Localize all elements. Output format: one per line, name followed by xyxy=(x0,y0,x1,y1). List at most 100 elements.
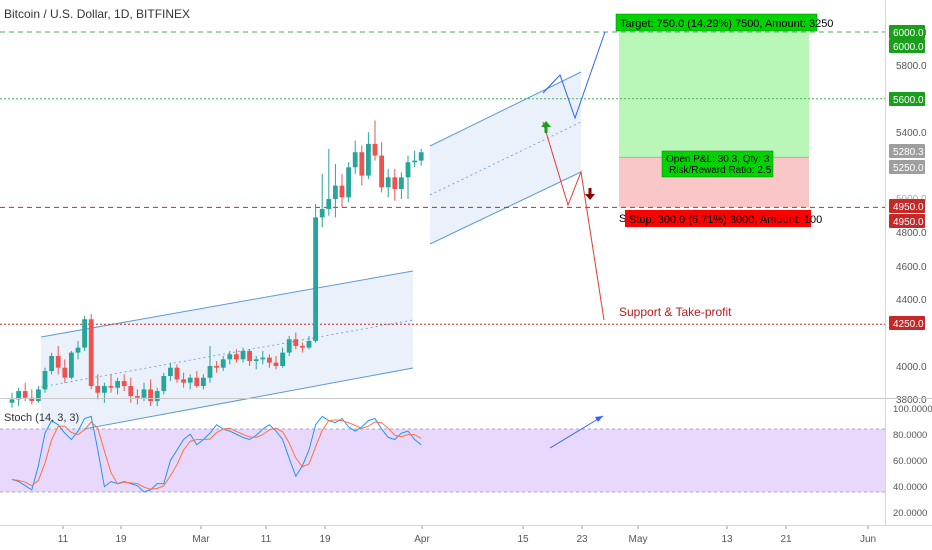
candle-body xyxy=(273,362,279,366)
stop-label: Stop: 300.0 (5.71%) 3000, Amount: 100 xyxy=(629,214,822,226)
candle-body xyxy=(418,152,424,161)
candle-body xyxy=(102,386,107,393)
candle-body xyxy=(359,152,365,176)
channel-layer xyxy=(40,71,582,438)
support-note: Support & Take-profit xyxy=(619,305,732,319)
candle-body xyxy=(69,352,74,378)
price-tick: 4800.0 xyxy=(896,228,927,239)
candle-body xyxy=(247,350,252,361)
stop-prefix: S xyxy=(619,213,626,225)
time-tick: 19 xyxy=(319,534,331,545)
candle-body xyxy=(260,357,266,360)
symbol-title[interactable]: Bitcoin / U.S. Dollar, 1D, BITFINEX xyxy=(4,7,190,21)
target-box xyxy=(615,13,818,32)
candle-body xyxy=(29,397,35,402)
price-badge xyxy=(889,92,925,106)
up-arrow-icon xyxy=(541,121,551,133)
time-tick: Mar xyxy=(192,534,210,545)
stoch-tick: 60.0000 xyxy=(893,456,927,467)
candle-body xyxy=(207,366,213,378)
candle-body xyxy=(214,366,219,368)
time-tick: 11 xyxy=(261,534,272,545)
candle-body xyxy=(22,391,28,398)
candle-body xyxy=(412,160,417,163)
candle-body xyxy=(115,381,120,388)
candles xyxy=(9,120,424,408)
candle-body xyxy=(36,389,41,402)
candle-body xyxy=(141,389,147,398)
candle-body xyxy=(82,319,87,348)
candle-body xyxy=(181,379,186,383)
stoch-k-line xyxy=(11,415,422,493)
candle-body xyxy=(154,391,160,402)
price-badge-text: 5600.0 xyxy=(893,95,924,106)
candle-body xyxy=(42,371,48,390)
candle-body xyxy=(346,167,351,198)
candle-body xyxy=(267,357,272,363)
price-badge-text: 5250.0 xyxy=(893,163,924,174)
lower-channel-bottom xyxy=(40,367,414,438)
price-badge-text: 5280.3 xyxy=(893,147,924,158)
down-arrow-icon xyxy=(585,188,595,200)
stoch-tick: 40.0000 xyxy=(893,482,927,493)
candle-body xyxy=(319,209,325,218)
candle-body xyxy=(128,386,134,397)
candle-body xyxy=(174,367,180,380)
candle-body xyxy=(286,339,292,353)
candle-body xyxy=(306,340,312,348)
candle-body xyxy=(399,177,404,189)
candle-body xyxy=(55,355,61,368)
price-badge xyxy=(889,160,925,174)
price-tick: 5800.0 xyxy=(896,61,927,72)
profit-zone xyxy=(619,32,809,158)
price-tick: 3800.0 xyxy=(896,395,927,406)
price-tick: 5400.0 xyxy=(896,128,927,139)
open-pnl-label: Open P&L: 30.3, Qty: 3 xyxy=(666,154,770,165)
candle-body xyxy=(187,377,193,383)
position-layer xyxy=(619,32,809,208)
bullish-projection xyxy=(542,31,606,120)
price-badge-text: 6000.0 xyxy=(893,28,924,39)
lower-channel-fill xyxy=(41,271,413,437)
candle-body xyxy=(366,143,371,176)
stop-box xyxy=(625,210,811,227)
price-tick: 4400.0 xyxy=(896,295,927,306)
candle-body xyxy=(9,399,15,403)
price-badge xyxy=(889,144,925,158)
time-tick: 21 xyxy=(780,534,792,545)
candle-body xyxy=(253,359,259,361)
price-badge-text: 4250.0 xyxy=(893,319,924,330)
candle-body xyxy=(168,367,173,377)
price-badge xyxy=(889,39,925,53)
candle-body xyxy=(379,155,384,188)
stochastic-pane xyxy=(0,415,885,493)
price-badge xyxy=(889,316,925,330)
candle-body xyxy=(16,391,21,400)
candle-body xyxy=(108,386,114,388)
candle-body xyxy=(352,152,358,168)
candle-body xyxy=(121,381,127,387)
candle-body xyxy=(300,345,305,348)
target-label: Target: 750.0 (14.29%) 7500, Amount: 325… xyxy=(620,18,833,30)
time-tick: 15 xyxy=(517,534,529,545)
stoch-arrow-icon xyxy=(595,416,603,422)
time-tick: Jun xyxy=(860,534,876,545)
candle-body xyxy=(161,376,167,392)
pnl-box xyxy=(661,150,774,178)
candle-body xyxy=(313,217,318,341)
candle-body xyxy=(385,177,391,188)
price-badge-text: 4950.0 xyxy=(893,202,924,213)
stoch-band xyxy=(0,429,885,492)
projections: Target: 750.0 (14.29%) 7500, Amount: 325… xyxy=(541,13,833,321)
stoch-title[interactable]: Stoch (14, 3, 3) xyxy=(4,412,79,424)
bearish-projection xyxy=(542,121,605,321)
candle-body xyxy=(148,389,153,402)
candle-body xyxy=(75,347,81,353)
candle-body xyxy=(62,367,68,378)
candle-body xyxy=(135,396,140,398)
price-tick: 4000.0 xyxy=(896,362,927,373)
candle-body xyxy=(293,339,299,346)
risk-reward-label: Risk/Reward Ratio: 2.5 xyxy=(669,165,772,176)
candle-body xyxy=(240,350,246,360)
